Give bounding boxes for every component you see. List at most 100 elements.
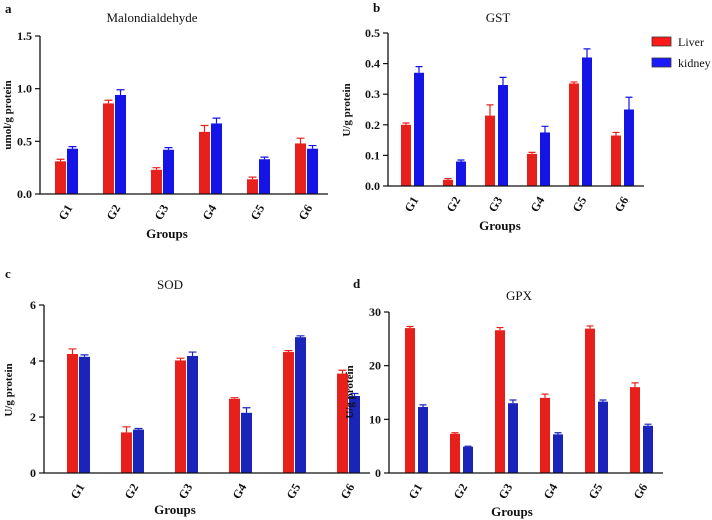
error-bar-liver-g4 xyxy=(230,397,239,399)
bar-liver-g6 xyxy=(295,143,306,194)
bar-kidney-g4 xyxy=(241,412,252,473)
legend-label-kidney: kidney xyxy=(678,56,711,70)
x-tick-label: G4 xyxy=(230,481,250,501)
error-bar-kidney-g1 xyxy=(68,146,77,149)
bar-kidney-g6 xyxy=(624,109,634,186)
x-tick-label: G5 xyxy=(284,481,304,501)
bar-liver-g5 xyxy=(283,352,294,473)
x-tick-label: G2 xyxy=(122,481,142,501)
bar-liver-g5 xyxy=(585,328,595,473)
bars-c xyxy=(67,335,360,473)
x-tick-label: G1 xyxy=(406,481,426,501)
error-bar-liver-g3 xyxy=(496,326,504,331)
bar-kidney-g1 xyxy=(67,148,78,194)
error-bar-kidney-g3 xyxy=(499,76,507,86)
error-bar-liver-g1 xyxy=(56,158,65,162)
x-tick-label: G5 xyxy=(248,202,268,222)
bar-kidney-g2 xyxy=(133,429,144,473)
y-tick-label: 0.3 xyxy=(365,87,380,101)
error-bar-kidney-g3 xyxy=(164,147,173,150)
legend: Liver kidney xyxy=(651,35,711,70)
x-axis-label-b: Groups xyxy=(479,218,521,233)
error-bar-liver-g5 xyxy=(586,325,594,329)
x-tick-label: G5 xyxy=(570,194,590,214)
x-tick-label: G2 xyxy=(104,202,124,222)
y-tick-label: 30 xyxy=(369,305,381,319)
y-tick-label: 1.5 xyxy=(17,29,32,43)
error-bar-liver-g5 xyxy=(284,350,293,353)
bar-liver-g4 xyxy=(527,153,537,186)
x-tick-label: G2 xyxy=(444,194,464,214)
axes-c xyxy=(43,305,370,474)
error-bar-liver-g5 xyxy=(570,81,578,84)
bar-kidney-g6 xyxy=(643,425,653,473)
panel-a: a Malondialdehyde umol/g protein Groups … xyxy=(2,1,328,241)
bar-kidney-g4 xyxy=(553,434,563,473)
panel-c: c SOD U/g protein Groups 0 2 4 6 G1 G2 G3 G4 G5… xyxy=(3,266,370,517)
bar-kidney-g6 xyxy=(349,396,360,473)
bar-liver-g1 xyxy=(55,161,66,194)
error-bar-kidney-g4 xyxy=(212,117,221,124)
error-bar-liver-g2 xyxy=(444,178,452,180)
bar-kidney-g2 xyxy=(456,161,466,186)
y-ticks-a: 0.0 0.5 1.0 1.5 xyxy=(17,29,40,201)
bars-b xyxy=(401,48,634,187)
bar-kidney-g3 xyxy=(498,85,508,186)
chart-title-d: GPX xyxy=(506,288,533,303)
bar-kidney-g4 xyxy=(211,123,222,194)
x-axis-label-c: Groups xyxy=(154,502,196,517)
bar-kidney-g2 xyxy=(115,94,126,194)
x-tick-label: G4 xyxy=(200,202,220,222)
bar-liver-g3 xyxy=(495,330,505,473)
bars-a xyxy=(55,89,318,194)
y-axis-label-b: U/g protein xyxy=(341,83,353,136)
y-tick-label: 0 xyxy=(30,466,36,480)
bar-kidney-g3 xyxy=(508,403,518,473)
panel-label-a: a xyxy=(5,1,12,16)
y-tick-label: 0.1 xyxy=(365,148,380,162)
error-bar-liver-g6 xyxy=(612,131,620,136)
error-bar-liver-g2 xyxy=(451,432,459,434)
x-tick-label: G6 xyxy=(338,481,358,501)
legend-swatch-liver xyxy=(651,36,672,47)
y-tick-label: 0.5 xyxy=(365,26,380,40)
bar-liver-g6 xyxy=(337,373,348,473)
bar-kidney-g1 xyxy=(414,72,424,186)
x-tick-label: G3 xyxy=(496,481,516,501)
error-bar-kidney-g2 xyxy=(464,445,472,447)
bar-kidney-g6 xyxy=(307,148,318,194)
y-tick-label: 10 xyxy=(369,412,381,426)
chart-title-a: Malondialdehyde xyxy=(107,10,198,25)
y-ticks-d: 0 10 20 30 xyxy=(369,305,389,480)
error-bar-liver-g3 xyxy=(486,104,494,116)
error-bar-kidney-g3 xyxy=(188,351,197,356)
error-bar-kidney-g4 xyxy=(242,407,251,413)
bar-liver-g4 xyxy=(199,131,210,194)
x-tick-label: G1 xyxy=(56,202,76,222)
error-bar-kidney-g1 xyxy=(80,354,89,357)
error-bar-liver-g2 xyxy=(122,426,131,433)
error-bar-kidney-g2 xyxy=(134,427,143,430)
bar-liver-g2 xyxy=(121,432,132,473)
x-tick-label: G6 xyxy=(612,194,632,214)
y-tick-label: 0.4 xyxy=(365,57,380,71)
bar-kidney-g1 xyxy=(418,406,428,473)
error-bar-kidney-g6 xyxy=(350,392,359,396)
bar-liver-g6 xyxy=(611,135,621,186)
bar-kidney-g5 xyxy=(598,401,608,473)
x-tick-label: G1 xyxy=(68,481,88,501)
bar-liver-g6 xyxy=(630,387,640,473)
x-tick-label: G1 xyxy=(402,194,422,214)
x-tick-label: G2 xyxy=(451,481,471,501)
x-axis-label-d: Groups xyxy=(491,504,533,519)
x-tick-labels-d: G1 G2 G3 G4 G5 G6 xyxy=(406,481,651,501)
bar-kidney-g2 xyxy=(463,446,473,473)
bar-liver-g1 xyxy=(67,354,78,473)
error-bar-liver-g1 xyxy=(406,325,414,329)
error-bar-liver-g4 xyxy=(528,151,536,154)
chart-title-b: GST xyxy=(486,10,511,25)
x-tick-label: G6 xyxy=(631,481,651,501)
x-axis-label-a: Groups xyxy=(146,226,188,241)
bar-liver-g4 xyxy=(229,398,240,473)
error-bar-kidney-g5 xyxy=(583,48,591,58)
